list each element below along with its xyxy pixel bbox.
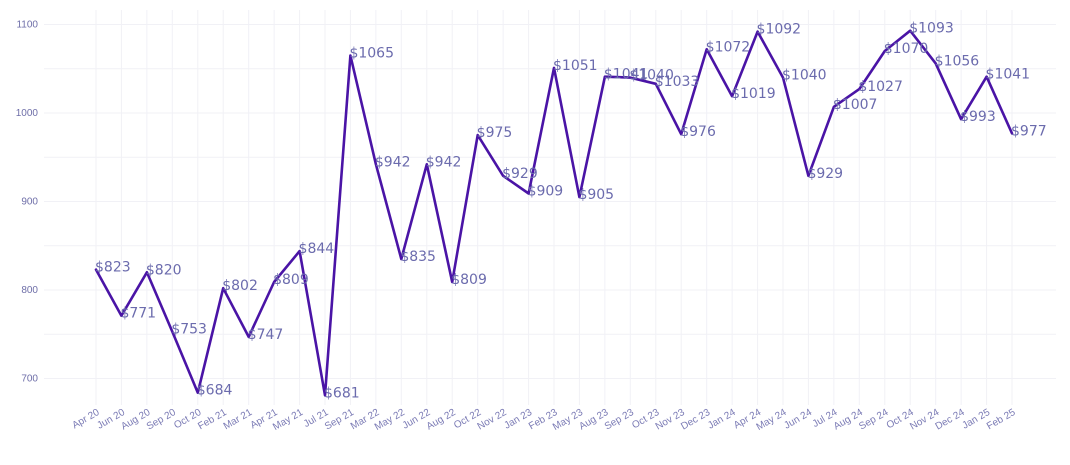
- x-tick-label: May 22: [373, 407, 407, 433]
- data-label: $942: [426, 154, 462, 170]
- x-tick-label: May 21: [271, 407, 305, 433]
- data-label: $771: [120, 306, 156, 322]
- data-label: $1093: [909, 21, 954, 37]
- data-label: $909: [528, 184, 564, 200]
- data-label: $835: [400, 249, 436, 265]
- data-label: $823: [95, 260, 131, 276]
- data-label: $747: [248, 327, 284, 343]
- x-tick-label: Feb 25: [985, 407, 1018, 432]
- data-label: $809: [273, 272, 309, 288]
- data-label: $929: [807, 166, 843, 182]
- data-label: $977: [1011, 123, 1047, 139]
- series-line: [94, 29, 1014, 397]
- data-label: $809: [451, 272, 487, 288]
- data-label: $929: [502, 166, 538, 182]
- data-label: $1056: [935, 53, 980, 69]
- x-tick-label: Mar 21: [222, 407, 255, 432]
- data-label: $1065: [349, 45, 394, 61]
- data-label: $1041: [604, 67, 649, 83]
- x-tick-label: Sep 20: [145, 407, 178, 433]
- data-label: $684: [197, 383, 233, 399]
- y-tick-label: 700: [21, 374, 38, 385]
- data-label: $1027: [858, 79, 903, 95]
- y-tick-label: 900: [21, 197, 38, 208]
- data-label: $1041: [986, 67, 1031, 83]
- x-tick-label: Sep 24: [857, 407, 890, 433]
- data-label: $753: [171, 322, 207, 338]
- data-label: $1040: [782, 68, 827, 84]
- x-tick-label: Jan 24: [706, 407, 738, 432]
- x-tick-label: Nov 22: [476, 407, 509, 433]
- data-label: $802: [222, 278, 258, 294]
- data-label: $1051: [553, 58, 598, 74]
- data-label: $1072: [706, 39, 751, 55]
- data-label: $993: [960, 109, 996, 125]
- grid: [44, 10, 1056, 405]
- data-labels: $823 $771 $820 $753 $684 $802 $747 $809 $844 $681…: [95, 21, 1047, 402]
- data-label: $820: [146, 262, 182, 278]
- data-label: $681: [324, 385, 360, 401]
- data-label: $976: [680, 124, 716, 140]
- data-label: $844: [299, 241, 335, 257]
- data-label: $905: [578, 187, 614, 203]
- series-line-layer: [94, 29, 1014, 397]
- data-label: $942: [375, 154, 411, 170]
- x-tick-label: Dec 24: [934, 407, 967, 433]
- x-tick-label: Dec 23: [679, 407, 712, 433]
- data-label: $1070: [884, 41, 929, 57]
- data-label: $1040: [629, 68, 674, 84]
- data-label: $1033: [655, 74, 700, 90]
- data-label: $975: [477, 125, 513, 141]
- x-tick-label: May 24: [755, 407, 789, 433]
- data-label: $1019: [731, 86, 776, 102]
- y-tick-label: 1100: [16, 20, 38, 31]
- y-tick-label: 800: [21, 285, 38, 296]
- y-tick-label: 1000: [16, 108, 39, 119]
- x-tick-label: Aug 22: [425, 407, 458, 433]
- y-axis-ticks: 700 800 900 1000 1100: [16, 20, 39, 385]
- x-tick-label: Jun 24: [782, 407, 814, 432]
- data-label: $1007: [833, 97, 878, 113]
- x-tick-label: Sep 23: [603, 407, 636, 433]
- x-tick-label: Apr 20: [70, 407, 101, 431]
- data-label: $1092: [757, 22, 802, 38]
